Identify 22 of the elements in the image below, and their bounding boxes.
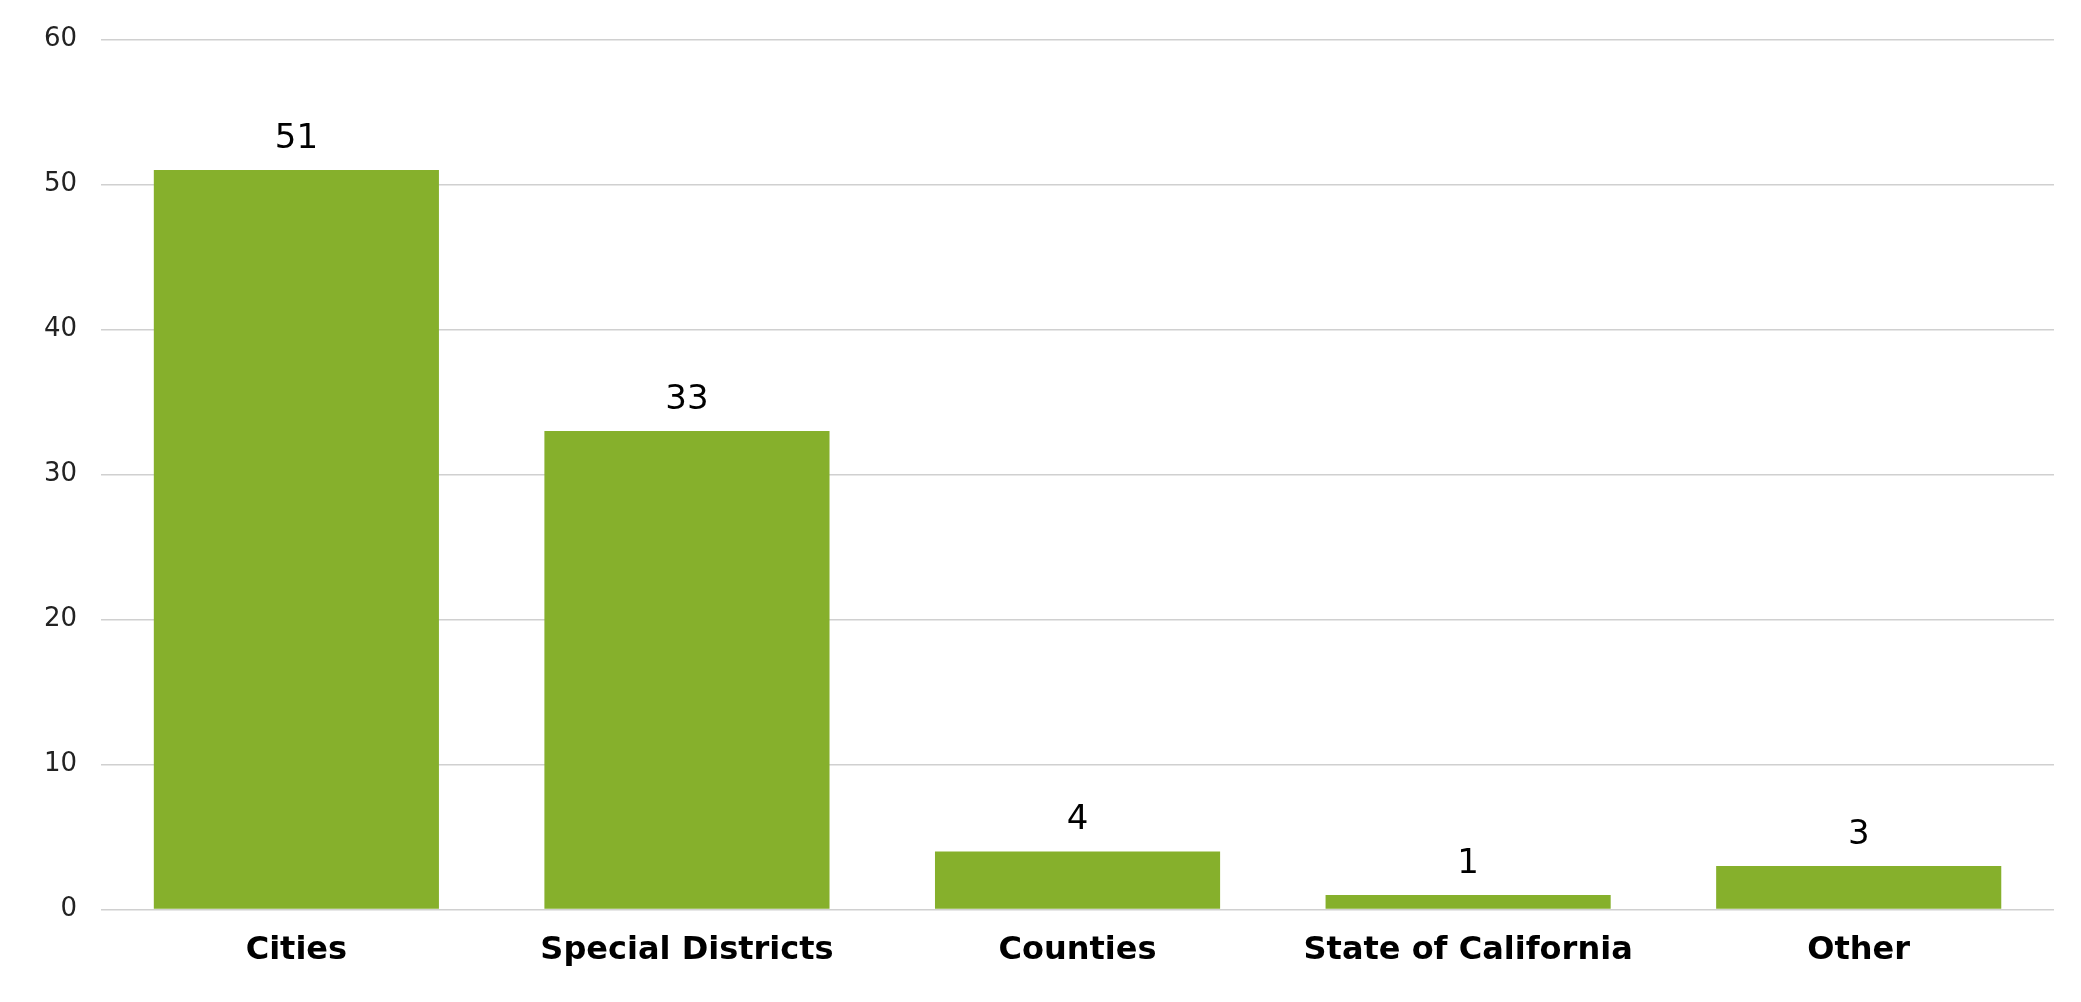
- y-tick-label: 60: [43, 22, 78, 53]
- bar: [1325, 895, 1611, 909]
- bar: [934, 851, 1221, 909]
- x-tick-label: Special Districts: [540, 929, 834, 968]
- bar: [1716, 866, 2002, 909]
- y-tick-label: 40: [43, 312, 78, 343]
- data-label: 33: [665, 376, 709, 417]
- x-tick-label: Other: [1807, 929, 1911, 968]
- data-label: 4: [1066, 797, 1089, 838]
- data-label: 1: [1457, 840, 1479, 881]
- y-tick-label: 10: [43, 747, 78, 778]
- y-tick-label: 50: [43, 167, 78, 198]
- x-tick-label: State of California: [1303, 929, 1633, 968]
- bar: [153, 170, 439, 909]
- y-tick-label: 20: [43, 602, 78, 633]
- x-tick-label: Counties: [998, 929, 1157, 968]
- y-tick-label: 0: [60, 892, 78, 923]
- x-tick-label: Cities: [245, 929, 348, 968]
- bar: [544, 431, 830, 909]
- data-label: 51: [274, 115, 319, 156]
- y-tick-label: 30: [43, 457, 78, 488]
- data-label: 3: [1847, 811, 1870, 852]
